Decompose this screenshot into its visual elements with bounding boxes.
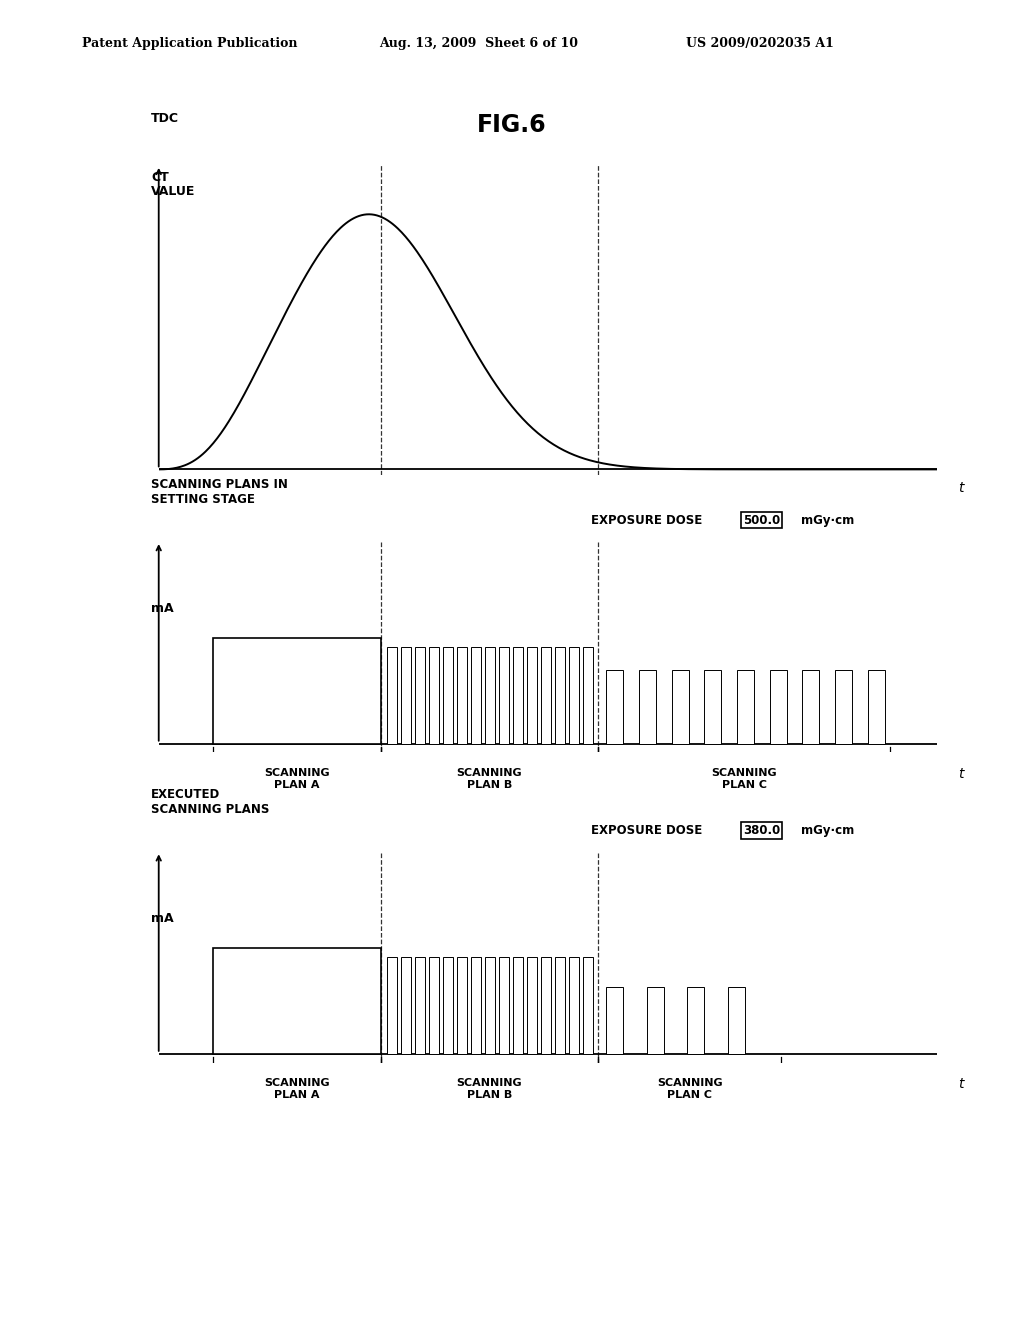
- Text: mA: mA: [151, 912, 173, 925]
- Bar: [213, 948, 381, 1053]
- Bar: [803, 669, 819, 743]
- Text: t: t: [958, 480, 964, 495]
- Text: EXPOSURE DOSE: EXPOSURE DOSE: [591, 513, 701, 527]
- Text: SCANNING
PLAN C: SCANNING PLAN C: [657, 1078, 723, 1100]
- Bar: [606, 669, 624, 743]
- Bar: [499, 957, 509, 1053]
- Text: EXPOSURE DOSE: EXPOSURE DOSE: [591, 824, 701, 837]
- Text: EXECUTED
SCANNING PLANS: EXECUTED SCANNING PLANS: [151, 788, 269, 816]
- Bar: [737, 669, 754, 743]
- Bar: [484, 957, 495, 1053]
- Text: mGy·cm: mGy·cm: [801, 513, 854, 527]
- Text: SCANNING
PLAN B: SCANNING PLAN B: [457, 1078, 522, 1100]
- Text: 380.0: 380.0: [743, 824, 780, 837]
- Text: Aug. 13, 2009  Sheet 6 of 10: Aug. 13, 2009 Sheet 6 of 10: [379, 37, 578, 50]
- Bar: [569, 957, 579, 1053]
- Bar: [639, 669, 656, 743]
- Bar: [583, 957, 593, 1053]
- Bar: [555, 647, 565, 743]
- Text: SCANNING
PLAN A: SCANNING PLAN A: [264, 1078, 330, 1100]
- Bar: [415, 647, 425, 743]
- Bar: [442, 647, 453, 743]
- Bar: [429, 957, 439, 1053]
- Bar: [442, 957, 453, 1053]
- Bar: [457, 647, 467, 743]
- Bar: [387, 647, 397, 743]
- Bar: [471, 647, 481, 743]
- Bar: [429, 647, 439, 743]
- Bar: [583, 647, 593, 743]
- Bar: [499, 647, 509, 743]
- Bar: [400, 647, 411, 743]
- Text: Patent Application Publication: Patent Application Publication: [82, 37, 297, 50]
- Text: mA: mA: [151, 602, 173, 615]
- Bar: [541, 957, 551, 1053]
- Bar: [457, 957, 467, 1053]
- Bar: [867, 669, 885, 743]
- Bar: [770, 669, 786, 743]
- Bar: [606, 987, 624, 1053]
- Text: SCANNING PLANS IN
SETTING STAGE: SCANNING PLANS IN SETTING STAGE: [151, 478, 288, 506]
- Bar: [526, 647, 537, 743]
- Text: TDC: TDC: [151, 112, 179, 124]
- Bar: [728, 987, 744, 1053]
- Bar: [387, 957, 397, 1053]
- Bar: [555, 957, 565, 1053]
- Bar: [513, 647, 523, 743]
- Bar: [672, 669, 689, 743]
- Text: FIG.6: FIG.6: [477, 114, 547, 137]
- Bar: [835, 669, 852, 743]
- Bar: [541, 647, 551, 743]
- Bar: [705, 669, 721, 743]
- Text: CT
VALUE: CT VALUE: [151, 172, 196, 198]
- Bar: [213, 638, 381, 743]
- Bar: [400, 957, 411, 1053]
- Bar: [526, 957, 537, 1053]
- Bar: [484, 647, 495, 743]
- Bar: [415, 957, 425, 1053]
- Text: SCANNING
PLAN B: SCANNING PLAN B: [457, 768, 522, 789]
- Bar: [513, 957, 523, 1053]
- Text: US 2009/0202035 A1: US 2009/0202035 A1: [686, 37, 834, 50]
- Text: t: t: [958, 767, 964, 780]
- Bar: [569, 647, 579, 743]
- Text: SCANNING
PLAN C: SCANNING PLAN C: [712, 768, 777, 789]
- Text: mGy·cm: mGy·cm: [801, 824, 854, 837]
- Text: t: t: [958, 1077, 964, 1090]
- Text: SCANNING
PLAN A: SCANNING PLAN A: [264, 768, 330, 789]
- Bar: [687, 987, 705, 1053]
- Bar: [647, 987, 664, 1053]
- Text: 500.0: 500.0: [743, 513, 780, 527]
- Bar: [471, 957, 481, 1053]
